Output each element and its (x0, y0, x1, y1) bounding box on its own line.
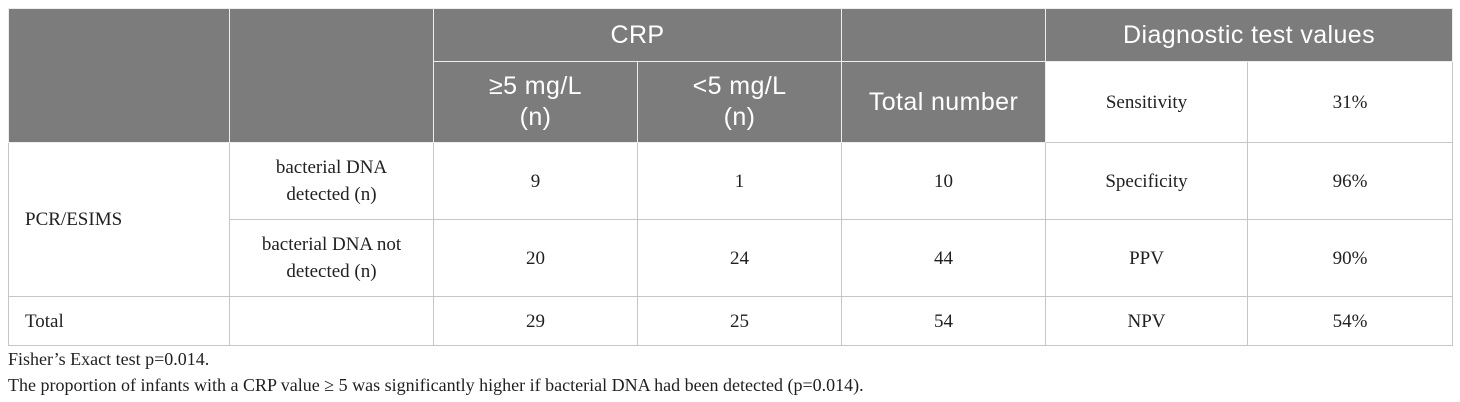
subheader-crp-ge5: ≥5 mg/L (n) (433, 61, 638, 143)
row-label-dna-not-detected: bacterial DNA not detected (n) (229, 219, 434, 297)
table-footnotes: Fisher’s Exact test p=0.014. The proport… (8, 347, 864, 398)
subheader-crp-lt5: <5 mg/L (n) (636, 61, 843, 143)
subheader-crp-lt5-line2: (n) (723, 103, 756, 131)
subheader-crp-lt5-line1: <5 mg/L (692, 72, 787, 100)
subheader-total-number: Total number (841, 61, 1047, 143)
diagnostic-value-ppv: 90% (1247, 219, 1454, 297)
cell-total-crp-lt5: 25 (636, 296, 843, 346)
row-label-total: Total (8, 296, 230, 346)
row-label-dna-detected-line1: bacterial DNA (275, 157, 388, 178)
diagnostic-name-sensitivity: Sensitivity (1045, 61, 1249, 143)
diagnostic-value-sensitivity: 31% (1247, 61, 1454, 143)
crp-pcr-contingency-table: CRP Diagnostic test values ≥5 mg/L (n) <… (8, 8, 1454, 346)
diagnostic-value-npv: 54% (1247, 296, 1454, 346)
diagnostic-name-specificity: Specificity (1045, 142, 1249, 220)
row-label-dna-not-detected-line2: detected (n) (286, 261, 377, 282)
cell-not-detected-total: 44 (841, 219, 1047, 297)
cell-detected-total: 10 (841, 142, 1047, 220)
diagnostic-name-npv: NPV (1045, 296, 1249, 346)
footnote-proportion-statement: The proportion of infants with a CRP val… (8, 374, 864, 395)
cell-total-blank (229, 296, 434, 346)
cell-not-detected-crp-lt5: 24 (636, 219, 843, 297)
subheader-crp-ge5-line2: (n) (519, 103, 552, 131)
header-crp: CRP (432, 8, 843, 62)
cell-total-total: 54 (841, 296, 1047, 346)
row-group-pcr-esims: PCR/ESIMS (8, 142, 230, 297)
cell-detected-crp-lt5: 1 (636, 142, 843, 220)
row-label-dna-not-detected-line1: bacterial DNA not (261, 234, 402, 255)
row-label-dna-detected-line2: detected (n) (286, 184, 377, 205)
cell-detected-crp-ge5: 9 (433, 142, 638, 220)
footnote-fishers-test: Fisher’s Exact test p=0.014. (8, 349, 210, 369)
header-blank-label-cell (229, 8, 434, 143)
diagnostic-name-ppv: PPV (1045, 219, 1249, 297)
diagnostic-value-specificity: 96% (1247, 142, 1454, 220)
row-label-dna-detected: bacterial DNA detected (n) (229, 142, 434, 220)
header-blank-group-cell (8, 8, 230, 143)
cell-not-detected-crp-ge5: 20 (433, 219, 638, 297)
header-diagnostic-test-values: Diagnostic test values (1045, 8, 1454, 62)
header-blank-total-cell (841, 8, 1047, 62)
subheader-crp-ge5-line1: ≥5 mg/L (489, 72, 582, 100)
cell-total-crp-ge5: 29 (433, 296, 638, 346)
